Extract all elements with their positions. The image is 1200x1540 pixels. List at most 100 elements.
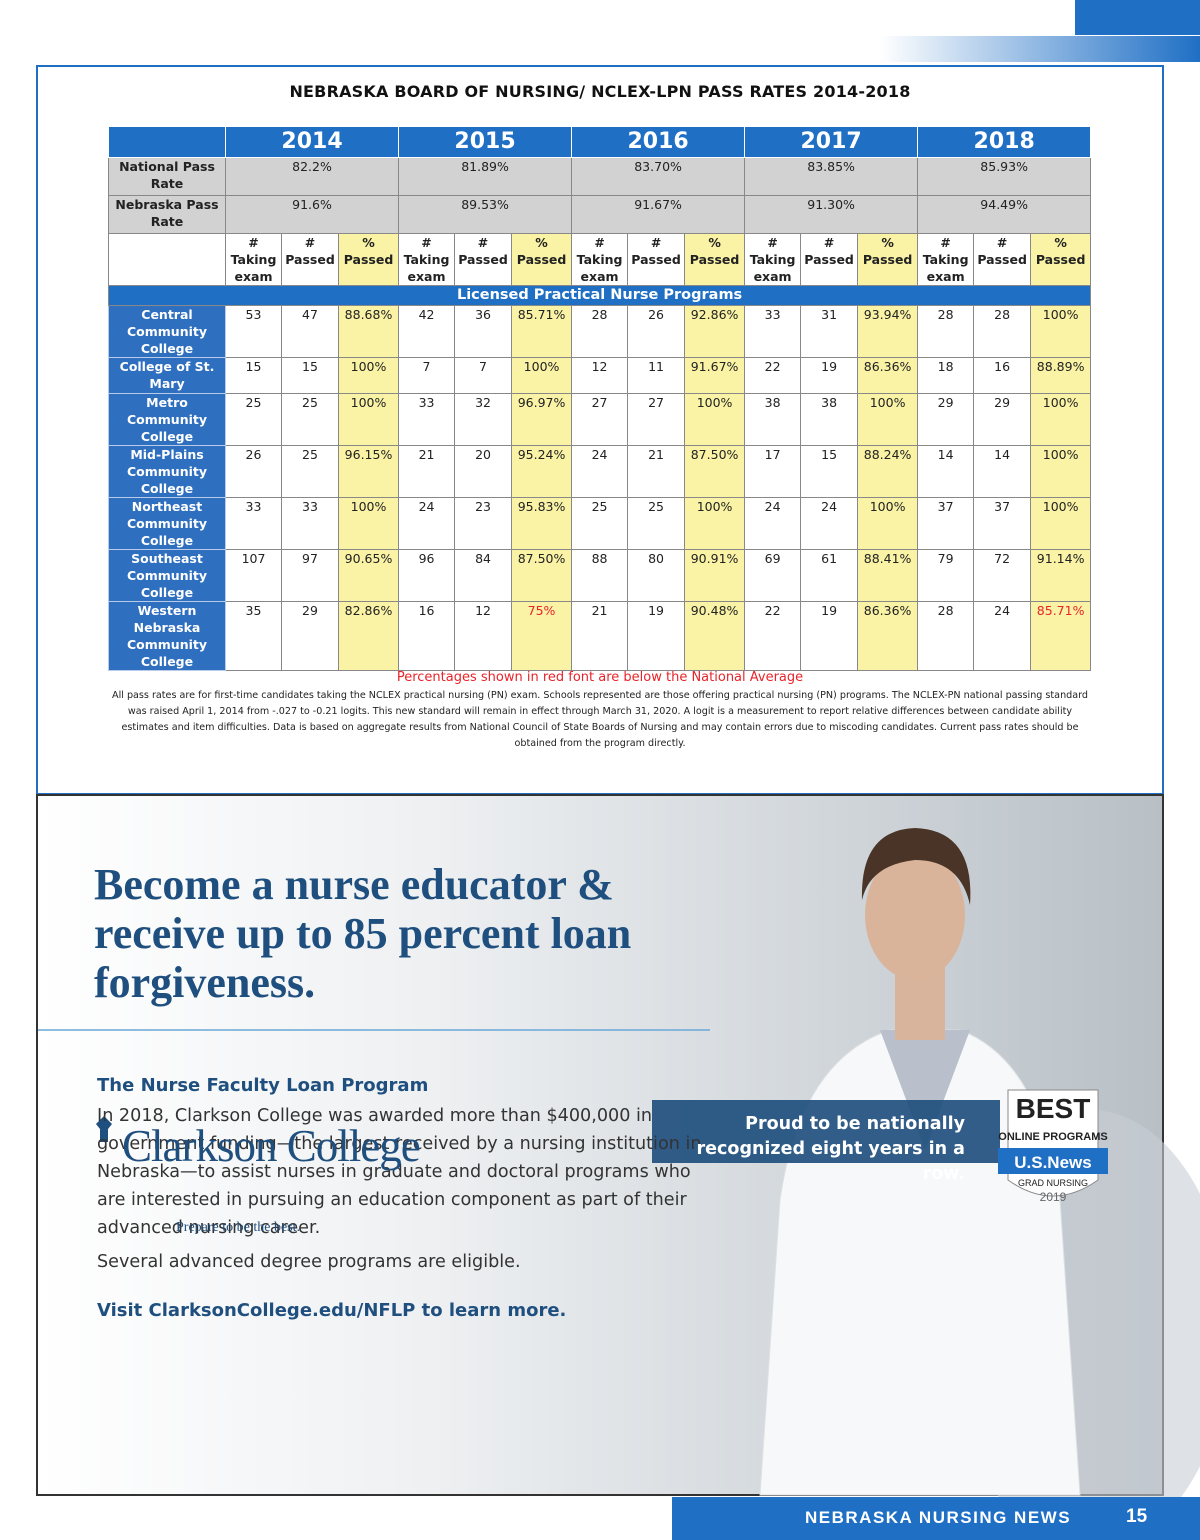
data-cell: 88 bbox=[571, 549, 629, 602]
column-header: # Taking exam bbox=[744, 233, 802, 286]
rate-cell: 83.70% bbox=[571, 157, 746, 196]
data-cell: 97 bbox=[281, 549, 339, 602]
table-row: Nebraska Pass Rate 91.6% 89.53% 91.67% 91.30… bbox=[108, 195, 1092, 234]
paragraph: Several advanced degree programs are eli… bbox=[97, 1252, 521, 1272]
data-cell: 25 bbox=[281, 393, 339, 446]
table-row: 2014 2015 2016 2017 2018 bbox=[108, 126, 1092, 158]
paragraph: In 2018, Clarkson College was awarded mo… bbox=[97, 1106, 702, 1238]
data-cell: 29 bbox=[973, 393, 1032, 446]
data-cell: 12 bbox=[454, 601, 513, 671]
data-cell: 100% bbox=[337, 497, 400, 550]
data-cell: 95.83% bbox=[511, 497, 573, 550]
column-header: # Taking exam bbox=[225, 233, 282, 286]
row-label: Nebraska Pass Rate bbox=[108, 195, 226, 234]
data-cell: 17 bbox=[744, 445, 802, 498]
rate-cell: 85.93% bbox=[917, 157, 1092, 196]
column-header: # Passed bbox=[800, 233, 859, 286]
data-cell: 88.68% bbox=[337, 305, 400, 358]
data-cell: 100% bbox=[684, 497, 746, 550]
corner-cell bbox=[108, 126, 226, 158]
data-cell: 85.71% bbox=[1030, 601, 1092, 671]
data-cell: 85.71% bbox=[511, 305, 573, 358]
data-cell: 75% bbox=[511, 601, 573, 671]
data-cell: 27 bbox=[627, 393, 686, 446]
table-row: Mid-Plains Community College 26 25 96.15% 21… bbox=[108, 445, 1092, 498]
footer-band bbox=[672, 1497, 1200, 1540]
red-note: Percentages shown in red font are below … bbox=[396, 670, 804, 685]
recognition: Proud to be nationally recognized eight … bbox=[696, 1114, 965, 1184]
data-cell: 33 bbox=[744, 305, 802, 358]
data-cell: 19 bbox=[800, 601, 859, 671]
table-row: Northeast Community College 33 33 100% 24 23 9… bbox=[108, 497, 1092, 550]
data-cell: 24 bbox=[744, 497, 802, 550]
column-header: % Passed bbox=[857, 233, 919, 286]
data-cell: 28 bbox=[917, 601, 975, 671]
program-name: Western Nebraska Community College bbox=[108, 601, 226, 671]
data-cell: 37 bbox=[973, 497, 1032, 550]
rate-cell: 82.2% bbox=[224, 157, 400, 196]
data-cell: 32 bbox=[454, 393, 513, 446]
column-header: # Passed bbox=[627, 233, 686, 286]
data-cell: 15 bbox=[225, 357, 282, 394]
rate-cell: 91.67% bbox=[571, 195, 746, 234]
data-cell: 96.15% bbox=[337, 445, 400, 498]
link[interactable]: Visit ClarksonCollege.edu/NFLP to learn … bbox=[97, 1300, 567, 1321]
data-cell: 24 bbox=[571, 445, 629, 498]
rate-cell: 81.89% bbox=[398, 157, 573, 196]
data-cell: 90.48% bbox=[684, 601, 746, 671]
data-cell: 100% bbox=[337, 393, 400, 446]
face bbox=[865, 850, 965, 980]
data-cell: 7 bbox=[398, 357, 456, 394]
badge-category: GRAD NURSING bbox=[1018, 1178, 1088, 1188]
data-cell: 16 bbox=[398, 601, 456, 671]
data-cell: 24 bbox=[398, 497, 456, 550]
recognition-band bbox=[652, 1100, 1000, 1163]
data-cell: 15 bbox=[800, 445, 859, 498]
data-cell: 69 bbox=[744, 549, 802, 602]
data-cell: 93.94% bbox=[857, 305, 919, 358]
data-cell: 87.50% bbox=[511, 549, 573, 602]
table-row: National Pass Rate 82.2% 81.89% 83.70% 83.85… bbox=[108, 157, 1092, 196]
hair bbox=[861, 828, 971, 905]
data-cell: 100% bbox=[1030, 497, 1092, 550]
data-cell: 27 bbox=[571, 393, 629, 446]
subheading: The Nurse Faculty Loan Program bbox=[97, 1075, 429, 1096]
data-cell: 33 bbox=[281, 497, 339, 550]
data-cell: 37 bbox=[917, 497, 975, 550]
data-cell: 14 bbox=[917, 445, 975, 498]
data-cell: 28 bbox=[571, 305, 629, 358]
blouse bbox=[880, 1030, 970, 1150]
data-cell: 95.24% bbox=[511, 445, 573, 498]
data-cell: 80 bbox=[627, 549, 686, 602]
data-cell: 90.65% bbox=[337, 549, 400, 602]
data-cell: 42 bbox=[398, 305, 456, 358]
badge-best: BEST bbox=[1016, 1093, 1091, 1124]
data-cell: 20 bbox=[454, 445, 513, 498]
data-cell: 100% bbox=[1030, 393, 1092, 446]
data-cell: 7 bbox=[454, 357, 513, 394]
data-cell: 25 bbox=[627, 497, 686, 550]
data-cell: 100% bbox=[511, 357, 573, 394]
data-cell: 91.67% bbox=[684, 357, 746, 394]
pass-rate-table: 2014 2015 2016 2017 2018 National Pass Rate 82… bbox=[107, 126, 1092, 671]
year-header: 2016 bbox=[571, 126, 746, 158]
badge-ribbon bbox=[998, 1148, 1108, 1174]
table-row: Central Community College 53 47 88.68% 42 36 8… bbox=[108, 305, 1092, 358]
data-cell: 21 bbox=[398, 445, 456, 498]
rate-cell: 83.85% bbox=[744, 157, 919, 196]
data-cell: 86.36% bbox=[857, 357, 919, 394]
column-header: # Passed bbox=[973, 233, 1032, 286]
data-cell: 100% bbox=[684, 393, 746, 446]
badge-programs: ONLINE PROGRAMS bbox=[998, 1131, 1107, 1143]
data-cell: 87.50% bbox=[684, 445, 746, 498]
data-cell: 100% bbox=[1030, 305, 1092, 358]
rate-cell: 91.30% bbox=[744, 195, 919, 234]
headline: Become a nurse educator & receive up to … bbox=[94, 860, 632, 1007]
data-cell: 96 bbox=[398, 549, 456, 602]
data-cell: 82.86% bbox=[337, 601, 400, 671]
column-header: % Passed bbox=[1030, 233, 1092, 286]
data-cell: 86.36% bbox=[857, 601, 919, 671]
data-cell: 25 bbox=[225, 393, 282, 446]
page-number: 15 bbox=[1126, 1506, 1148, 1527]
data-cell: 25 bbox=[571, 497, 629, 550]
